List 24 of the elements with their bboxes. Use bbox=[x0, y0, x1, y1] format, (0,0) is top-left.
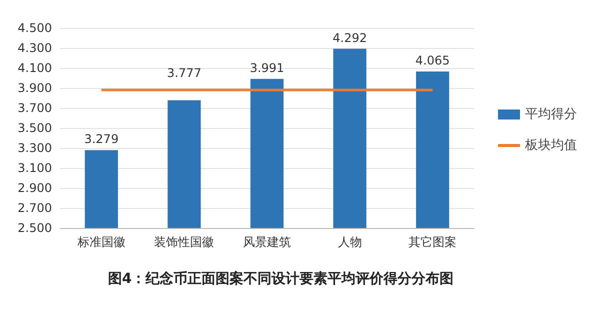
legend-label: 平均得分 bbox=[525, 107, 577, 122]
y-tick-label: 2.500 bbox=[18, 221, 52, 235]
x-tick-label: 风景建筑 bbox=[243, 235, 291, 249]
y-tick-label: 4.100 bbox=[18, 61, 52, 75]
data-label: 4.065 bbox=[415, 54, 450, 68]
legend-label: 板块均值 bbox=[524, 138, 577, 153]
y-tick-label: 3.500 bbox=[18, 121, 52, 135]
y-tick-label: 3.300 bbox=[18, 141, 52, 155]
x-tick-label: 标准国徽 bbox=[76, 235, 126, 249]
y-tick-label: 3.700 bbox=[18, 101, 52, 115]
y-tick-label: 4.500 bbox=[18, 21, 52, 35]
y-tick-label: 2.700 bbox=[18, 201, 52, 215]
y-tick-label: 3.100 bbox=[18, 161, 52, 175]
x-tick-label: 其它图案 bbox=[408, 235, 457, 249]
y-tick-label: 3.900 bbox=[18, 81, 52, 95]
data-label: 4.292 bbox=[332, 30, 367, 45]
data-label: 3.777 bbox=[167, 66, 202, 80]
data-label: 3.279 bbox=[84, 132, 119, 146]
text: 图4：纪念币正面图案不同设计要素平均评价得分分布图 bbox=[108, 270, 454, 287]
data-label: 3.991 bbox=[250, 60, 284, 75]
y-tick-label: 2.900 bbox=[18, 181, 52, 195]
x-tick-label: 装饰性国徽 bbox=[154, 235, 214, 249]
y-tick-label: 4.300 bbox=[18, 41, 52, 55]
x-tick-label: 人物 bbox=[338, 235, 362, 249]
